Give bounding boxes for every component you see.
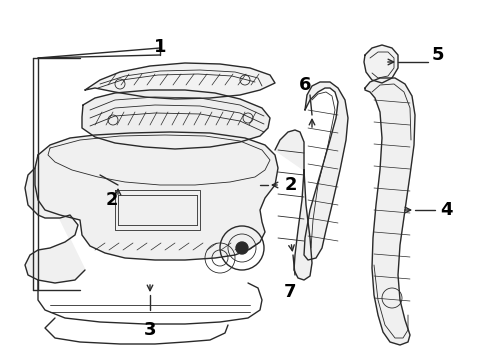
Text: 7: 7 bbox=[284, 283, 296, 301]
Text: 6: 6 bbox=[299, 76, 311, 94]
Text: 3: 3 bbox=[144, 321, 156, 339]
Text: 2: 2 bbox=[106, 191, 118, 209]
Text: 4: 4 bbox=[440, 201, 452, 219]
Polygon shape bbox=[304, 82, 348, 260]
Polygon shape bbox=[25, 168, 85, 283]
Polygon shape bbox=[364, 45, 398, 83]
Polygon shape bbox=[85, 63, 275, 99]
Circle shape bbox=[236, 242, 248, 254]
Polygon shape bbox=[365, 78, 415, 345]
Text: 1: 1 bbox=[154, 38, 166, 56]
Polygon shape bbox=[275, 130, 312, 280]
Polygon shape bbox=[35, 132, 278, 260]
Polygon shape bbox=[82, 90, 270, 149]
Text: 5: 5 bbox=[432, 46, 444, 64]
Text: 2: 2 bbox=[285, 176, 297, 194]
